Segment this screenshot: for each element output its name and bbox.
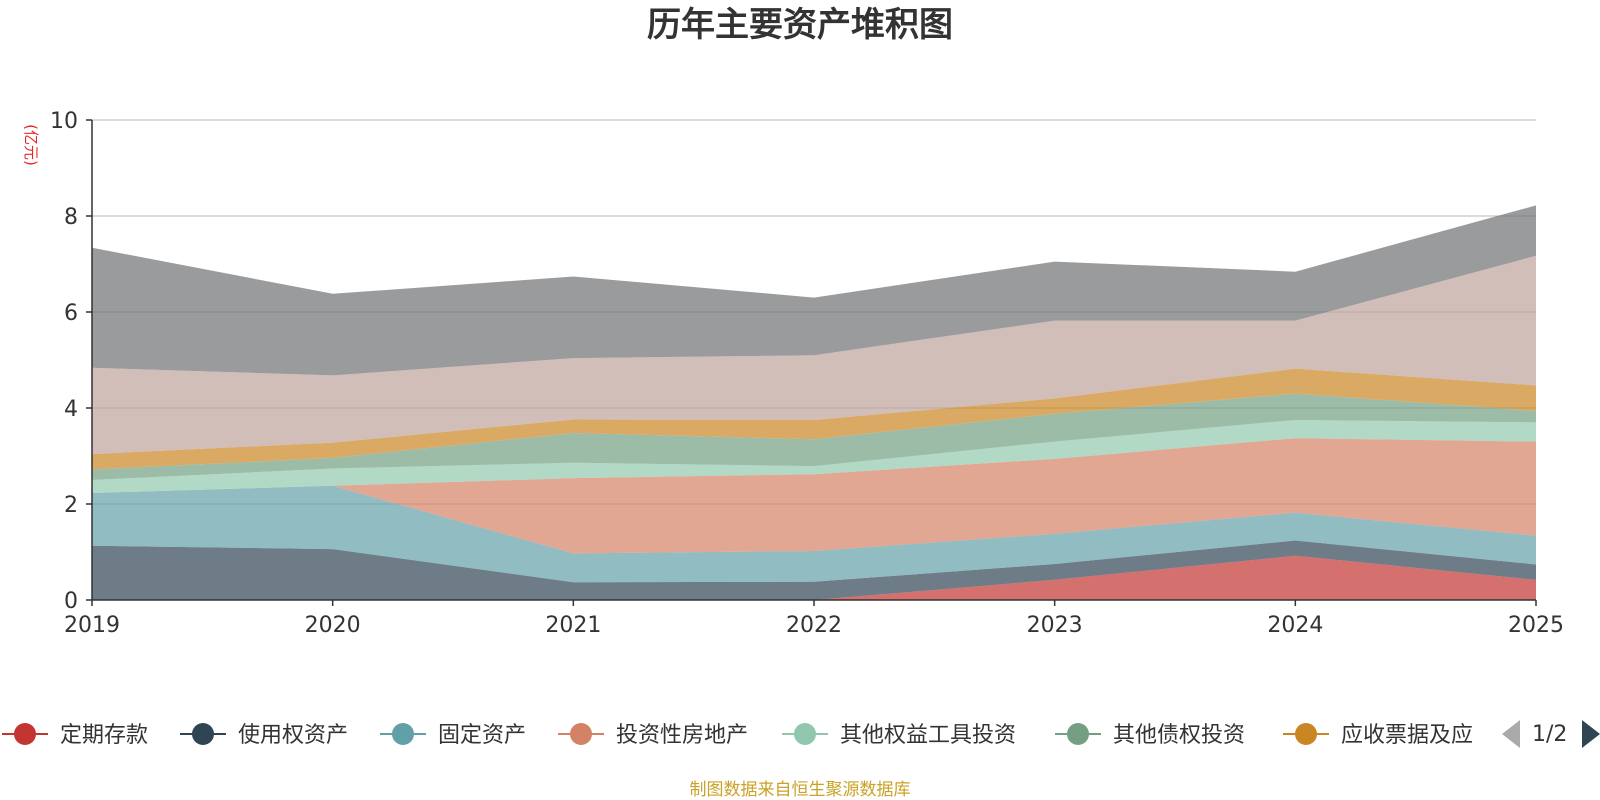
legend-marker (794, 723, 816, 745)
x-axis-ticks: 2019 2020 2021 2022 2023 2024 2025 (64, 600, 1564, 638)
legend-label: 使用权资产 (238, 723, 348, 748)
area-投资性房地产 (92, 438, 1536, 554)
legend-page-indicator: 1/2 (1532, 722, 1567, 747)
area-使用权资产 (92, 540, 1536, 600)
legend-label: 投资性房地产 (616, 723, 748, 748)
legend-next-page-icon[interactable] (1582, 720, 1600, 748)
legend-item[interactable]: 定期存款 (2, 723, 148, 748)
chart-title: 历年主要资产堆积图 (647, 5, 953, 45)
legend-marker (1067, 723, 1089, 745)
legend-marker (192, 723, 214, 745)
legend-label: 固定资产 (438, 723, 526, 748)
y-tick-label: 4 (64, 397, 78, 422)
legend-prev-page-icon[interactable] (1502, 720, 1520, 748)
legend-item[interactable]: 其他权益工具投资 (782, 723, 1016, 748)
legend-marker (570, 723, 592, 745)
area-其他权益工具投资 (92, 420, 1536, 493)
x-tick-label: 2019 (64, 613, 120, 638)
legend-label: 其他债权投资 (1113, 723, 1245, 748)
area-固定资产 (92, 485, 1536, 583)
x-tick-label: 2022 (786, 613, 842, 638)
data-source-note: 制图数据来自恒生聚源数据库 (690, 780, 911, 800)
legend-item[interactable]: 固定资产 (380, 723, 526, 748)
legend-item[interactable]: 其他债权投资 (1055, 723, 1245, 748)
y-axis-ticks: 0 2 4 6 8 10 (50, 109, 92, 614)
legend-label: 定期存款 (60, 723, 148, 748)
legend-item[interactable]: 使用权资产 (180, 723, 348, 748)
x-tick-label: 2020 (305, 613, 361, 638)
y-tick-label: 0 (64, 589, 78, 614)
area-series-8 (92, 255, 1536, 455)
legend: 定期存款 使用权资产 固定资产 投资性房地产 其他权益工具投资 其他债权投资 应收票据及应 (2, 723, 1473, 748)
area-其他债权投资 (92, 393, 1536, 480)
area-series-9 (92, 205, 1536, 376)
legend-label: 其他权益工具投资 (840, 723, 1016, 748)
y-tick-label: 8 (64, 205, 78, 230)
legend-label: 应收票据及应 (1341, 723, 1473, 748)
legend-item[interactable]: 应收票据及应 (1283, 723, 1473, 748)
y-tick-label: 2 (64, 493, 78, 518)
y-tick-label: 6 (64, 301, 78, 326)
x-tick-label: 2023 (1027, 613, 1083, 638)
legend-item[interactable]: 投资性房地产 (558, 723, 748, 748)
area-定期存款 (92, 555, 1536, 600)
area-series (92, 205, 1536, 600)
legend-marker (14, 723, 36, 745)
x-tick-label: 2025 (1508, 613, 1564, 638)
x-tick-label: 2021 (545, 613, 601, 638)
x-tick-label: 2024 (1267, 613, 1323, 638)
legend-marker (1295, 723, 1317, 745)
y-tick-label: 10 (50, 109, 78, 134)
legend-marker (392, 723, 414, 745)
legend-pager: 1/2 (1502, 720, 1600, 748)
y-axis-unit-label: (亿元) (22, 124, 40, 166)
area-应收票据及应 (92, 368, 1536, 470)
